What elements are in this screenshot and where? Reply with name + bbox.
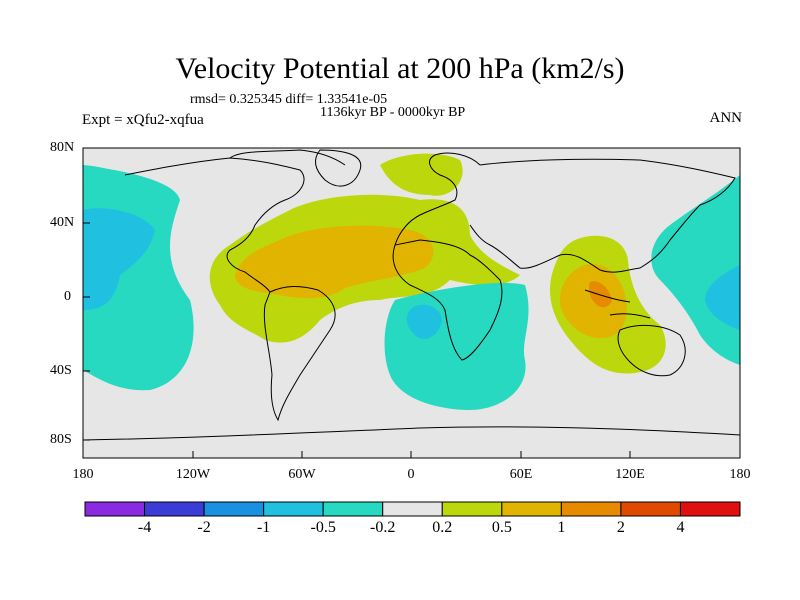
coastlines: [83, 149, 740, 441]
chart-title: Velocity Potential at 200 hPa (km2/s): [175, 52, 625, 85]
colorbar-swatch: [501, 501, 562, 517]
lat-label: 40S: [50, 363, 72, 378]
colorbar-label: -1: [256, 519, 271, 536]
colorbar-swatch: [84, 501, 146, 517]
lat-label: 80S: [50, 432, 72, 447]
lon-label: 60W: [288, 467, 316, 482]
lat-label: 80N: [50, 140, 75, 155]
colorbar-swatch: [560, 501, 622, 517]
contour-fill-pos: [235, 225, 434, 299]
colorbar-swatch: [679, 501, 741, 517]
colorbar-swatch: [441, 501, 503, 517]
lon-label: 120W: [175, 467, 211, 482]
lon-label: 0: [407, 467, 415, 482]
colorbar-label: 4: [676, 519, 685, 536]
contour-fill-pos: [380, 153, 463, 196]
colorbar-swatch: [144, 501, 205, 517]
contour-fill-neg: [406, 304, 442, 340]
lon-label: 180: [729, 467, 751, 482]
colorbar-label: -2: [197, 519, 211, 536]
period-text: 1136kyr BP - 0000kyr BP: [320, 105, 466, 120]
contour-fill-neg: [83, 208, 155, 310]
colorbar-swatch: [382, 501, 443, 517]
colorbar-label: 0.2: [432, 519, 453, 536]
colorbar-swatch: [203, 501, 265, 517]
colorbar-swatch: [322, 501, 384, 517]
colorbar-swatch: [263, 501, 324, 517]
lon-label: 180: [72, 467, 94, 482]
colorbar-label: 1: [557, 519, 566, 536]
experiment-label: Expt = xQfu2-xqfua: [82, 112, 204, 128]
colorbar-swatch: [620, 501, 681, 517]
colorbar-label: 0.5: [491, 519, 512, 536]
colorbar-label: -4: [137, 519, 152, 536]
season-label: ANN: [709, 110, 743, 126]
lat-label: 0: [64, 289, 71, 304]
colorbar-label: -0.2: [370, 519, 396, 536]
colorbar-label: 2: [616, 519, 625, 536]
contour-fill-neg: [83, 165, 140, 185]
lat-label: 40N: [50, 215, 75, 230]
lon-label: 120E: [615, 467, 645, 482]
contour-fill-pos: [559, 264, 627, 339]
lon-label: 60E: [509, 467, 533, 482]
stats-text: rmsd= 0.325345 diff= 1.33541e-05: [190, 92, 388, 107]
colorbar-label: -0.5: [310, 519, 336, 536]
contour-fill-neg: [705, 265, 740, 330]
axis-ticks: [82, 147, 741, 458]
contour-fill-pos: [589, 281, 612, 308]
